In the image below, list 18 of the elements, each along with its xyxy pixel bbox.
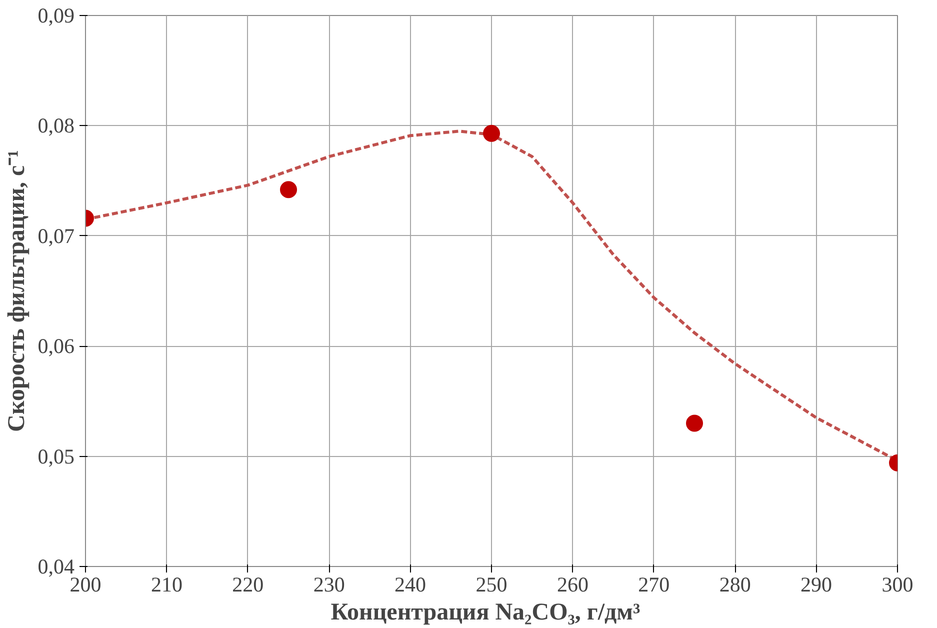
x-tick-label: 260 <box>556 572 588 596</box>
y-tick-label: 0,07 <box>38 224 74 248</box>
point <box>483 124 500 142</box>
x-tick-label: 290 <box>800 572 832 596</box>
x-tick-label: 280 <box>719 572 751 596</box>
y-tick-label: 0,06 <box>38 334 74 358</box>
x-tick-label: 270 <box>638 572 670 596</box>
x-tick-label: 210 <box>150 572 182 596</box>
x-tick-label: 250 <box>476 572 508 596</box>
x-tick-label: 230 <box>313 572 345 596</box>
x-axis-title: Концентрация Na₂CO₃, г/дм³ <box>330 600 640 626</box>
x-tick-label: 240 <box>394 572 426 596</box>
x-tick-label: 300 <box>882 572 914 596</box>
y-axis-title: Скорость фильтрации, с⁻¹ <box>4 150 30 432</box>
x-tick-label: 220 <box>232 572 264 596</box>
y-tick-label: 0,09 <box>38 4 74 28</box>
y-tick-label: 0,08 <box>38 114 74 138</box>
y-tick-label: 0,05 <box>38 444 74 468</box>
